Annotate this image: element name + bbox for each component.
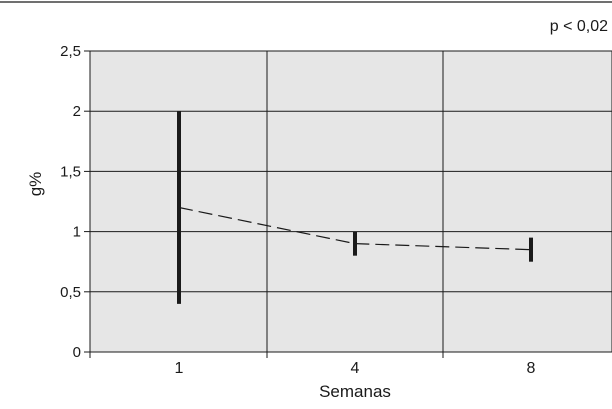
x-tick-label: 8 (527, 360, 536, 377)
x-tick-label: 1 (175, 360, 184, 377)
y-tick-label: 0,5 (60, 284, 81, 301)
axes-layer: 0 0,5 1 1,5 2 2,5 1 4 8 (60, 43, 535, 377)
y-axis-title: g% (26, 172, 45, 197)
x-tick-label: 4 (351, 360, 360, 377)
y-tick-label: 2 (73, 103, 81, 120)
x-axis-title: Semanas (319, 382, 391, 401)
plot-area (89, 50, 612, 353)
y-tick-label: 1 (73, 224, 81, 241)
y-tick-label: 1,5 (60, 163, 81, 180)
y-tick-label: 2,5 (60, 43, 81, 60)
significance-annotation: p < 0,02 (550, 18, 608, 35)
y-tick-label: 0 (73, 344, 81, 361)
series-layer (177, 111, 533, 304)
